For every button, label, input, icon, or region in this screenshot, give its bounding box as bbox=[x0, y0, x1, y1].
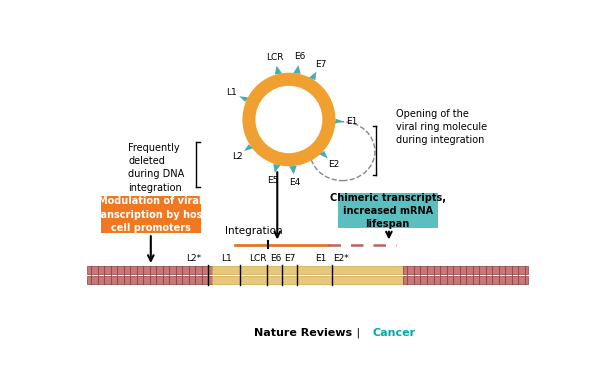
Text: E2*: E2* bbox=[333, 254, 349, 263]
Text: LCR: LCR bbox=[249, 254, 266, 263]
Text: L2: L2 bbox=[232, 152, 242, 160]
Text: Frequently
deleted
during DNA
integration: Frequently deleted during DNA integratio… bbox=[128, 143, 185, 192]
Polygon shape bbox=[273, 164, 280, 173]
Bar bbox=[403, 265, 529, 274]
Text: E7: E7 bbox=[284, 254, 295, 263]
Text: E7: E7 bbox=[315, 60, 326, 69]
Ellipse shape bbox=[242, 73, 335, 166]
Polygon shape bbox=[244, 144, 253, 151]
Polygon shape bbox=[239, 96, 248, 102]
Text: Chimeric transcripts,
increased mRNA
lifespan: Chimeric transcripts, increased mRNA lif… bbox=[330, 192, 446, 229]
Bar bbox=[86, 276, 212, 284]
FancyBboxPatch shape bbox=[101, 196, 200, 233]
Text: E1: E1 bbox=[315, 254, 326, 263]
Text: |: | bbox=[353, 328, 360, 338]
Text: E6: E6 bbox=[294, 52, 305, 61]
Polygon shape bbox=[319, 151, 328, 158]
Bar bbox=[212, 276, 403, 284]
FancyBboxPatch shape bbox=[338, 193, 438, 228]
Text: E5: E5 bbox=[267, 176, 278, 185]
Bar bbox=[86, 265, 212, 274]
Text: Modulation of viral
transcription by host-
cell promoters: Modulation of viral transcription by hos… bbox=[91, 196, 211, 233]
Bar bbox=[212, 265, 403, 274]
Text: Cancer: Cancer bbox=[373, 328, 416, 338]
Polygon shape bbox=[309, 72, 316, 80]
Text: E4: E4 bbox=[289, 178, 300, 187]
Text: Opening of the
viral ring molecule
during integration: Opening of the viral ring molecule durin… bbox=[396, 109, 487, 145]
Text: LCR: LCR bbox=[266, 53, 283, 62]
Text: L1: L1 bbox=[221, 254, 232, 263]
Text: L1: L1 bbox=[226, 88, 237, 97]
Text: Integration: Integration bbox=[225, 226, 283, 236]
Polygon shape bbox=[289, 166, 296, 174]
Bar bbox=[403, 276, 529, 284]
Text: E6: E6 bbox=[270, 254, 281, 263]
Polygon shape bbox=[293, 65, 301, 74]
Polygon shape bbox=[335, 119, 344, 123]
Text: Nature Reviews: Nature Reviews bbox=[254, 328, 352, 338]
Text: E1: E1 bbox=[346, 117, 358, 126]
Text: E2: E2 bbox=[328, 160, 339, 169]
Text: L2*: L2* bbox=[186, 254, 201, 263]
Polygon shape bbox=[275, 66, 282, 74]
Ellipse shape bbox=[256, 86, 322, 153]
